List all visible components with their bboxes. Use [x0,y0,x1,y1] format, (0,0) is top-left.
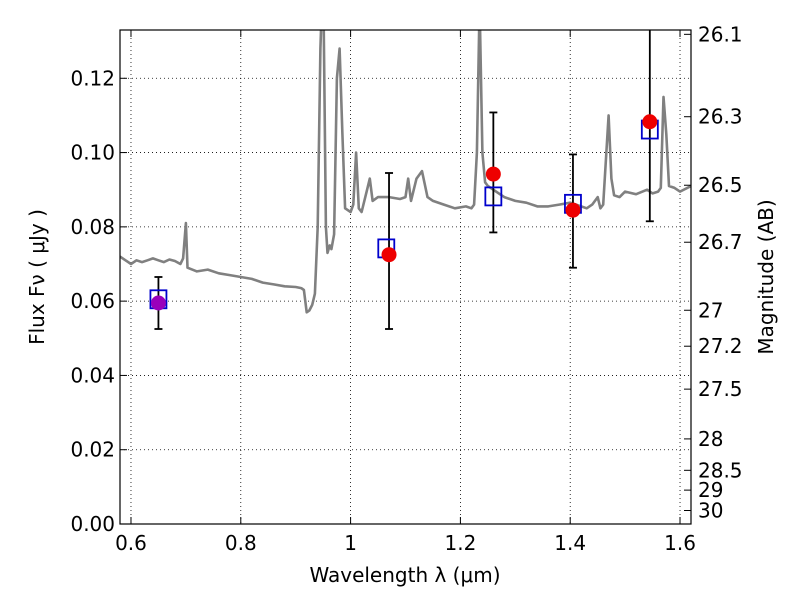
observed-points [150,114,658,311]
model-square-marker [484,186,503,207]
x-tick-label: 1.6 [664,531,696,555]
x-tick-label: 0.8 [225,531,257,555]
y-tick-label: 0.12 [70,66,115,90]
observed-point-marker [485,166,501,182]
x-axis-label: Wavelength λ (μm) [309,563,500,587]
plot-frame [119,29,692,525]
mag-tick-label: 28 [698,427,723,451]
mag-tick-label: 26.5 [698,173,743,197]
mag-tick-label: 29 [698,478,723,502]
y-tick-label: 0.00 [70,512,115,536]
error-bars [154,30,654,330]
observed-point-marker [150,295,166,311]
y-tick-label: 0.06 [70,289,115,313]
mag-tick-label: 27.2 [698,334,743,358]
mag-tick-label: 26.3 [698,105,743,129]
y-tick-label: 0.08 [70,215,115,239]
y-tick-label: 0.10 [70,141,115,165]
model-photometry-squares [149,119,659,310]
mag-tick-label: 26.7 [698,230,743,254]
observed-point-marker [565,202,581,218]
y-tick-label: 0.02 [70,438,115,462]
mag-tick-label: 30 [698,499,723,523]
spectrum-line [120,30,691,314]
mag-tick-label: 27 [698,298,723,322]
right-y-axis-label: Magnitude (AB) [754,199,778,354]
grid [120,30,691,525]
observed-point-marker [642,114,658,130]
axis-ticks: 0.6 0.8 1 1.2 1.4 1.6 0.00 0.02 0.04 0.06 0.08 0.10… [70,22,742,555]
mag-tick-label: 26.1 [698,22,743,46]
y-tick-label: 0.04 [70,363,115,387]
observed-point-marker [381,247,397,263]
x-tick-label: 1.2 [444,531,476,555]
x-tick-label: 0.6 [115,531,147,555]
mag-tick-label: 28.5 [698,458,743,482]
x-tick-label: 1 [344,531,357,555]
mag-tick-label: 27.5 [698,377,743,401]
x-tick-label: 1.4 [554,531,586,555]
y-axis-label: Flux Fν ( μJy ) [25,209,49,345]
model-spectrum [120,30,691,314]
